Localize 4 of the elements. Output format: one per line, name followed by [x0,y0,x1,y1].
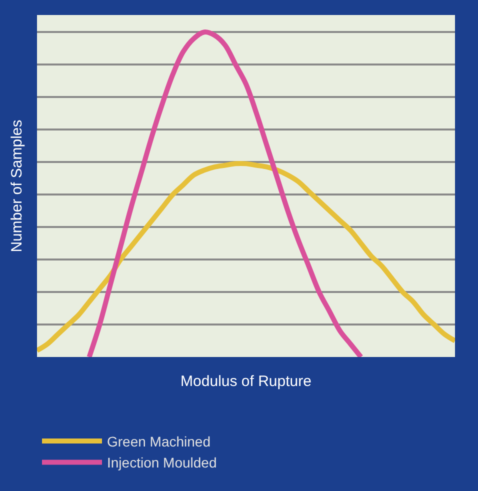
y-axis-title: Number of Samples [8,120,26,252]
legend-label: Green Machined [107,433,211,450]
x-axis-title: Modulus of Rupture [180,373,312,390]
legend-label: Injection Moulded [107,454,217,471]
